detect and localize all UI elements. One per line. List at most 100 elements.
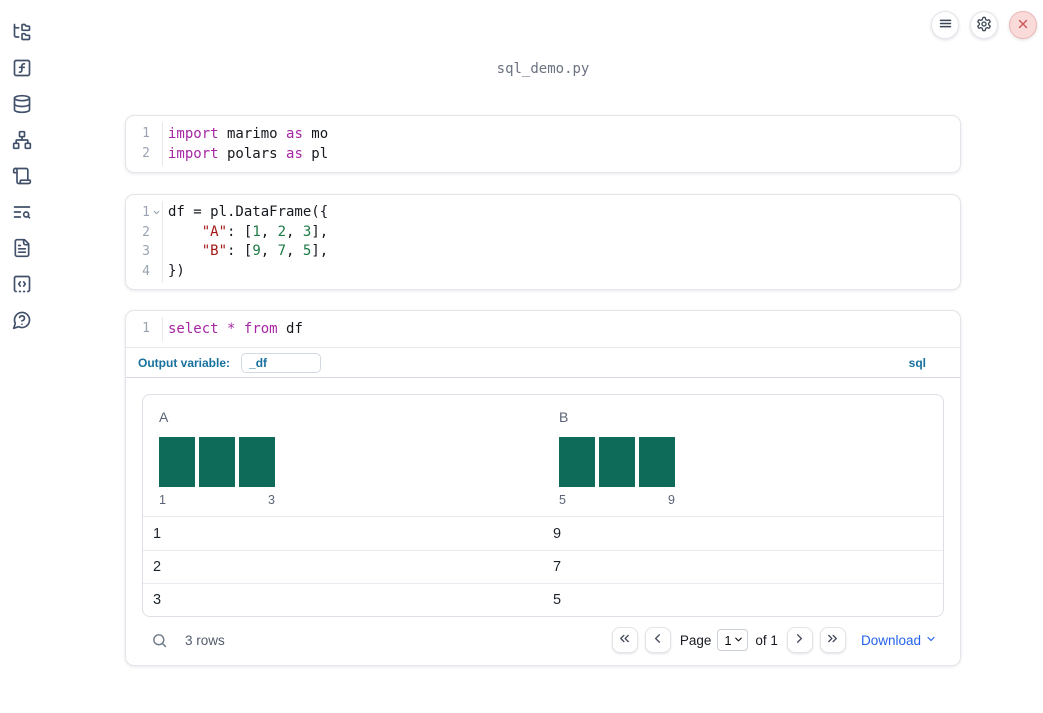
line-gutter: 1	[126, 124, 162, 144]
cell-dataframe[interactable]: 1 df = pl.DataFrame({2 "A": [1, 2, 3], 3 "…	[125, 194, 961, 291]
code-token: marimo	[218, 126, 287, 142]
close-x-icon	[1016, 17, 1030, 34]
code-token: "A"	[201, 223, 228, 240]
page-select[interactable]: 1	[717, 629, 749, 652]
code-text: import marimo as mo	[162, 124, 328, 144]
code-line[interactable]: 1 import marimo as mo	[126, 124, 960, 144]
table-cell[interactable]: 2	[153, 559, 162, 576]
table-cell[interactable]: 3	[153, 592, 162, 609]
histogram-bar[interactable]	[639, 437, 675, 488]
table-cell[interactable]: 7	[553, 559, 562, 576]
sql-editor[interactable]: 1 select * from df	[126, 311, 960, 349]
histogram-max-label: 3	[268, 493, 275, 508]
code-token: ],	[311, 243, 329, 260]
column-header[interactable]: A	[159, 409, 169, 426]
code-editor[interactable]: 1 import marimo as mo 2 import polars as pl	[126, 116, 960, 172]
fold-spacer	[150, 223, 162, 243]
line-gutter: 4	[126, 262, 162, 282]
chevron-left-icon	[650, 631, 665, 649]
column-histogram	[159, 437, 529, 488]
fold-toggle-icon[interactable]	[150, 203, 162, 223]
sidebar-item-scratchpad[interactable]	[12, 275, 32, 295]
search-icon[interactable]	[151, 632, 168, 649]
code-text: })	[162, 262, 185, 282]
file-document-icon	[12, 238, 32, 261]
histogram-bar[interactable]	[559, 437, 595, 488]
output-variable-input[interactable]	[241, 352, 322, 373]
settings-button[interactable]	[970, 11, 998, 39]
code-token: as	[286, 146, 303, 162]
table-footer: 3 rows Page 1 of 1	[142, 617, 944, 665]
histogram-bar[interactable]	[159, 437, 195, 488]
histogram-min-label: 5	[559, 493, 566, 508]
code-line[interactable]: 3 "B": [9, 7, 5],	[126, 242, 960, 262]
chevron-down-icon	[733, 633, 744, 648]
code-line[interactable]: 2 "A": [1, 2, 3],	[126, 223, 960, 243]
code-line[interactable]: 4})	[126, 262, 960, 282]
code-token: : [	[227, 243, 253, 260]
line-gutter: 3	[126, 242, 162, 262]
code-token: ,	[260, 223, 278, 240]
sidebar-item-datasources[interactable]	[12, 94, 32, 115]
cell-imports[interactable]: 1 import marimo as mo 2 import polars as pl	[125, 115, 961, 173]
sidebar-item-logs[interactable]	[12, 167, 32, 187]
column-header[interactable]: B	[559, 409, 569, 426]
notebook-menu-button[interactable]	[931, 11, 959, 39]
line-gutter: 1	[126, 203, 162, 223]
code-line[interactable]: 2 import polars as pl	[126, 144, 960, 164]
code-token: pl	[302, 146, 329, 162]
code-token: select	[168, 321, 219, 338]
sql-language-badge[interactable]: sql	[908, 355, 926, 370]
chevrons-right-icon	[825, 631, 840, 649]
code-square-dashed-icon	[12, 274, 32, 297]
code-token: from	[243, 321, 278, 338]
line-gutter: 2	[126, 223, 162, 243]
next-page-button[interactable]	[786, 627, 813, 654]
sidebar-item-help[interactable]	[12, 311, 32, 331]
histogram-bar[interactable]	[239, 437, 275, 488]
histogram-bar[interactable]	[599, 437, 635, 488]
fold-spacer	[150, 144, 162, 164]
code-token: ],	[311, 223, 329, 240]
line-number: 1	[142, 321, 150, 337]
code-line[interactable]: 1 df = pl.DataFrame({	[126, 203, 960, 223]
code-editor[interactable]: 1 df = pl.DataFrame({2 "A": [1, 2, 3], 3 "…	[126, 195, 960, 289]
line-number: 2	[142, 224, 150, 240]
download-button[interactable]: Download	[861, 633, 937, 648]
code-text: "A": [1, 2, 3],	[162, 223, 328, 243]
chevron-down-icon	[925, 633, 937, 648]
fold-spacer	[150, 262, 162, 282]
sidebar-item-variables[interactable]	[12, 59, 32, 79]
code-token	[168, 243, 202, 259]
table-cell[interactable]: 5	[553, 592, 562, 609]
sidebar-item-documentation[interactable]	[12, 203, 32, 223]
code-token: mo	[302, 126, 329, 142]
code-token: })	[168, 262, 185, 279]
code-token: : [	[227, 223, 253, 240]
sidebar-item-snippets[interactable]	[12, 238, 32, 261]
table-cell[interactable]: 9	[553, 525, 562, 542]
code-token	[168, 224, 202, 240]
network-icon	[12, 130, 32, 153]
code-token: 2	[277, 223, 287, 240]
shutdown-button[interactable]	[1009, 11, 1037, 39]
sidebar-item-file-explorer[interactable]	[12, 23, 32, 43]
histogram-min-label: 1	[159, 493, 166, 508]
histogram-bar[interactable]	[199, 437, 235, 488]
page-label: Page	[679, 632, 712, 648]
cell-sql[interactable]: 1 select * from df Output variable: sql A…	[125, 310, 961, 667]
table-cell[interactable]: 1	[153, 525, 162, 542]
code-text: df = pl.DataFrame({	[162, 203, 328, 223]
sidebar-item-dependency-graph[interactable]	[12, 130, 32, 153]
code-token: ,	[260, 243, 278, 260]
first-page-button[interactable]	[611, 627, 638, 654]
code-line[interactable]: 1 select * from df	[126, 319, 960, 339]
code-token: 1	[252, 223, 261, 240]
last-page-button[interactable]	[819, 627, 846, 654]
prev-page-button[interactable]	[644, 627, 671, 654]
